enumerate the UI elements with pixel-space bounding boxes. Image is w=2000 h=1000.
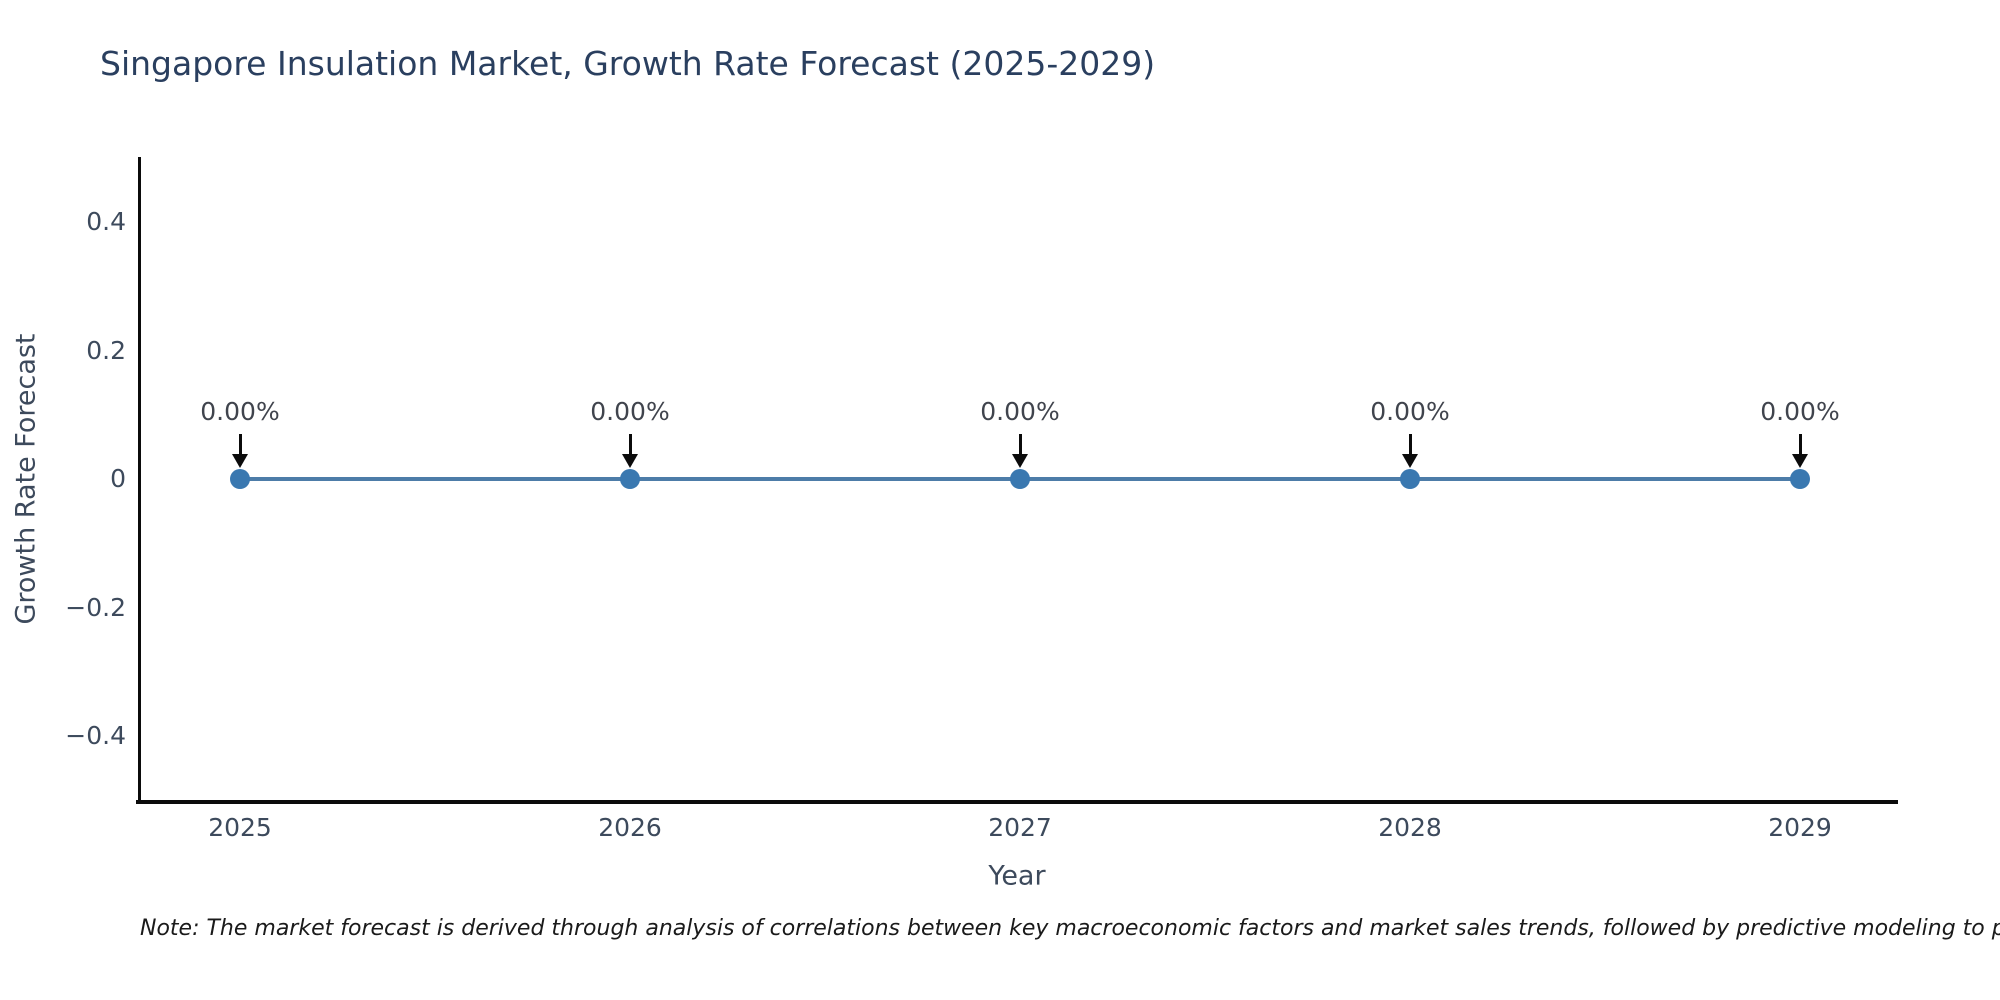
annotation-arrow-stem	[1018, 434, 1022, 456]
annotation-arrow-head	[232, 454, 248, 468]
y-tick-label: 0	[110, 464, 126, 493]
y-tick-label: −0.4	[65, 721, 126, 750]
data-point-marker	[230, 469, 250, 489]
data-point-marker	[1790, 469, 1810, 489]
y-tick-label: 0.4	[86, 207, 126, 236]
x-tick-label: 2029	[1768, 813, 1832, 842]
point-annotation-label: 0.00%	[980, 397, 1060, 426]
x-axis-title: Year	[988, 860, 1046, 892]
x-axis-line	[136, 800, 1898, 804]
x-tick-label: 2028	[1378, 813, 1442, 842]
data-point-marker	[1400, 469, 1420, 489]
x-tick-label: 2025	[208, 813, 272, 842]
data-point-marker	[1010, 469, 1030, 489]
y-tick-label: −0.2	[65, 592, 126, 622]
x-tick-label: 2027	[988, 813, 1052, 842]
annotation-arrow-head	[1792, 454, 1808, 468]
annotation-arrow-head	[1012, 454, 1028, 468]
annotation-arrow-stem	[1408, 434, 1412, 456]
annotation-arrow-stem	[238, 434, 242, 456]
x-tick-label: 2026	[598, 813, 662, 842]
y-axis-line	[138, 157, 141, 804]
annotation-arrow-head	[622, 454, 638, 468]
point-annotation-label: 0.00%	[200, 397, 280, 426]
data-point-marker	[620, 469, 640, 489]
point-annotation-label: 0.00%	[590, 397, 670, 426]
annotation-arrow-stem	[1798, 434, 1802, 456]
point-annotation-label: 0.00%	[1370, 397, 1450, 426]
annotation-arrow-head	[1402, 454, 1418, 468]
footnote: Note: The market forecast is derived thr…	[140, 916, 2000, 941]
y-tick-label: 0.2	[86, 335, 126, 365]
annotation-arrow-stem	[628, 434, 632, 456]
point-annotation-label: 0.00%	[1760, 397, 1840, 426]
chart-title: Singapore Insulation Market, Growth Rate…	[100, 44, 1156, 83]
